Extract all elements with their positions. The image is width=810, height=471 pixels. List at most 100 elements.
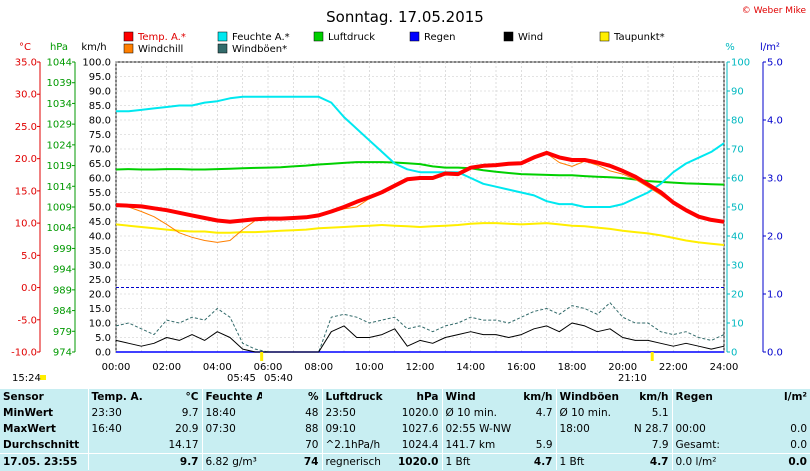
wind-axis-tick: 25.0: [89, 275, 111, 286]
legend-swatch: [503, 31, 514, 42]
copyright-label: © Weber Mike: [742, 6, 807, 16]
temp-axis-tick: 5.0: [21, 251, 37, 262]
wind-axis-tick: 95.0: [89, 72, 111, 83]
header-sensor: Sensor: [3, 391, 44, 403]
series-luftdruck: [115, 161, 725, 186]
gusts-value: 4.7: [626, 453, 672, 470]
x-tick: 24:00: [710, 362, 739, 373]
legend-label: Taupunkt*: [613, 32, 665, 43]
x-tick: 18:00: [558, 362, 587, 373]
pressure-axis-tick: 984: [53, 306, 72, 317]
gusts-info: [555, 437, 626, 454]
wind-axis-tick: 20.0: [89, 290, 111, 301]
wind-axis-tick: 80.0: [89, 116, 111, 127]
series-wind: [115, 322, 725, 353]
legend-label: Feuchte A.*: [232, 32, 290, 43]
pressure-unit-label: hPa: [50, 42, 68, 53]
wind-axis-tick: 65.0: [89, 159, 111, 170]
legend-label: Luftdruck: [328, 32, 375, 43]
sunrise2-label: 05:40: [264, 373, 293, 384]
wind-axis-tick: 35.0: [89, 246, 111, 257]
wind-axis-tick: 40.0: [89, 232, 111, 243]
stats-row-min: MinWert 23:30 9.7 18:40 48 23:50 1020.0 …: [0, 405, 810, 421]
pressure-axis-tick: 1044: [47, 58, 72, 69]
wind-axis-tick: 90.0: [89, 87, 111, 98]
pressure-axis-tick: 999: [53, 244, 72, 255]
legend-swatch: [123, 31, 134, 42]
wind-info: Ø 10 min.: [441, 405, 512, 421]
sunset-label: 21:10: [618, 373, 647, 384]
wind-axis-tick: 70.0: [89, 145, 111, 156]
humidity-axis-tick: 50: [731, 203, 744, 214]
weather-chart: Sonntag. 17.05.2015 © Weber Mike °C hPa …: [11, 6, 807, 384]
temp-time: [87, 453, 146, 470]
temp-time: 23:30: [87, 405, 146, 421]
rain-axis-tick: 0.0: [767, 348, 783, 359]
wind-axis-tick: 30.0: [89, 261, 111, 272]
temp-unit-label: °C: [19, 42, 31, 53]
pressure-trend: ^2.1hPa/h: [321, 437, 386, 454]
wind-axis-tick: 100.0: [82, 58, 111, 69]
temp-axis-tick: 25.0: [15, 122, 37, 133]
series-temp-a: [115, 150, 725, 224]
series-feuchte-a: [116, 95, 725, 208]
pressure-axis-tick: 989: [53, 285, 72, 296]
pressure-value: 1020.0: [401, 407, 439, 419]
x-tick: 02:00: [152, 362, 181, 373]
stats-row-current: 17.05. 23:55 9.7 6.82 g/m³ 74 regnerisch…: [0, 453, 810, 470]
x-tick: 22:00: [659, 362, 688, 373]
rain-axis-tick: 4.0: [767, 116, 783, 127]
pressure-time: 23:50: [321, 405, 386, 421]
wind-info: 02:55 W-NW 12.6: [441, 421, 512, 437]
wind-axis-tick: 85.0: [89, 101, 111, 112]
stats-row-average: Durchschnitt 14.17 70 ^2.1hPa/h 1024.4 1…: [0, 437, 810, 454]
wind-axis-tick: 5.0: [95, 333, 111, 344]
rain-value: 0.0: [790, 423, 807, 435]
legend-label: Regen: [424, 32, 456, 43]
rain-axis-tick: 1.0: [767, 290, 783, 301]
humidity-value: 48: [305, 407, 319, 419]
stats-table-panel: Sensor Temp. A. °C Feuchte A. % Luftdruc…: [0, 389, 810, 471]
temp-value: 14.17: [168, 439, 199, 451]
gusts-info: Ø 10 min.: [555, 405, 626, 421]
gusts-value: 7.9: [651, 439, 669, 451]
pressure-value: 1027.6: [401, 423, 439, 435]
pressure-axis-tick: 979: [53, 327, 72, 338]
humidity-axis-tick: 60: [731, 174, 744, 185]
pressure-axis-tick: 1009: [47, 203, 72, 214]
wind-axis-tick: 45.0: [89, 217, 111, 228]
pressure-axis-tick: 974: [53, 348, 72, 359]
chart-legend: Temp. A.*Windchill Feuchte A.*Windböen* Lu…: [123, 31, 665, 55]
legend-label: Windchill: [138, 44, 183, 55]
x-tick: 00:00: [102, 362, 131, 373]
row-label: MaxWert: [3, 423, 56, 435]
stats-row-max: MaxWert 16:40 20.9 07:30 88 09:10 1027.6…: [0, 421, 810, 437]
legend-swatch: [217, 43, 228, 54]
pressure-axis-tick: 1004: [47, 223, 72, 234]
wind-info: 1 Bft: [441, 453, 512, 470]
humidity-axis-tick: 0: [731, 348, 737, 359]
rain-info: 00:00: [671, 421, 744, 437]
wind-value: [512, 421, 556, 437]
header-rain-unit: l/m²: [784, 391, 807, 403]
wind-unit-label: km/h: [81, 42, 106, 53]
header-gusts: Windböen: [555, 389, 626, 405]
pressure-value: 1024.4: [401, 439, 439, 451]
rain-value: [744, 405, 810, 421]
x-tick: 04:00: [203, 362, 232, 373]
legend-label: Wind: [518, 32, 543, 43]
temp-axis-tick: 0.0: [21, 283, 37, 294]
humidity-axis-tick: 30: [731, 261, 744, 272]
temp-axis-tick: -10.0: [11, 348, 37, 359]
header-rain: Regen: [671, 389, 744, 405]
x-tick: 08:00: [304, 362, 333, 373]
temp-value: 20.9: [175, 423, 199, 435]
temp-value: 9.7: [146, 453, 202, 470]
header-pressure: Luftdruck: [321, 389, 386, 405]
pressure-axis-tick: 1034: [47, 99, 72, 110]
wind-value: 4.7: [535, 407, 553, 419]
wind-value: 4.7: [512, 453, 556, 470]
legend-label: Temp. A.*: [137, 32, 186, 43]
chart-title: Sonntag. 17.05.2015: [326, 8, 484, 26]
humidity-axis-tick: 70: [731, 145, 744, 156]
